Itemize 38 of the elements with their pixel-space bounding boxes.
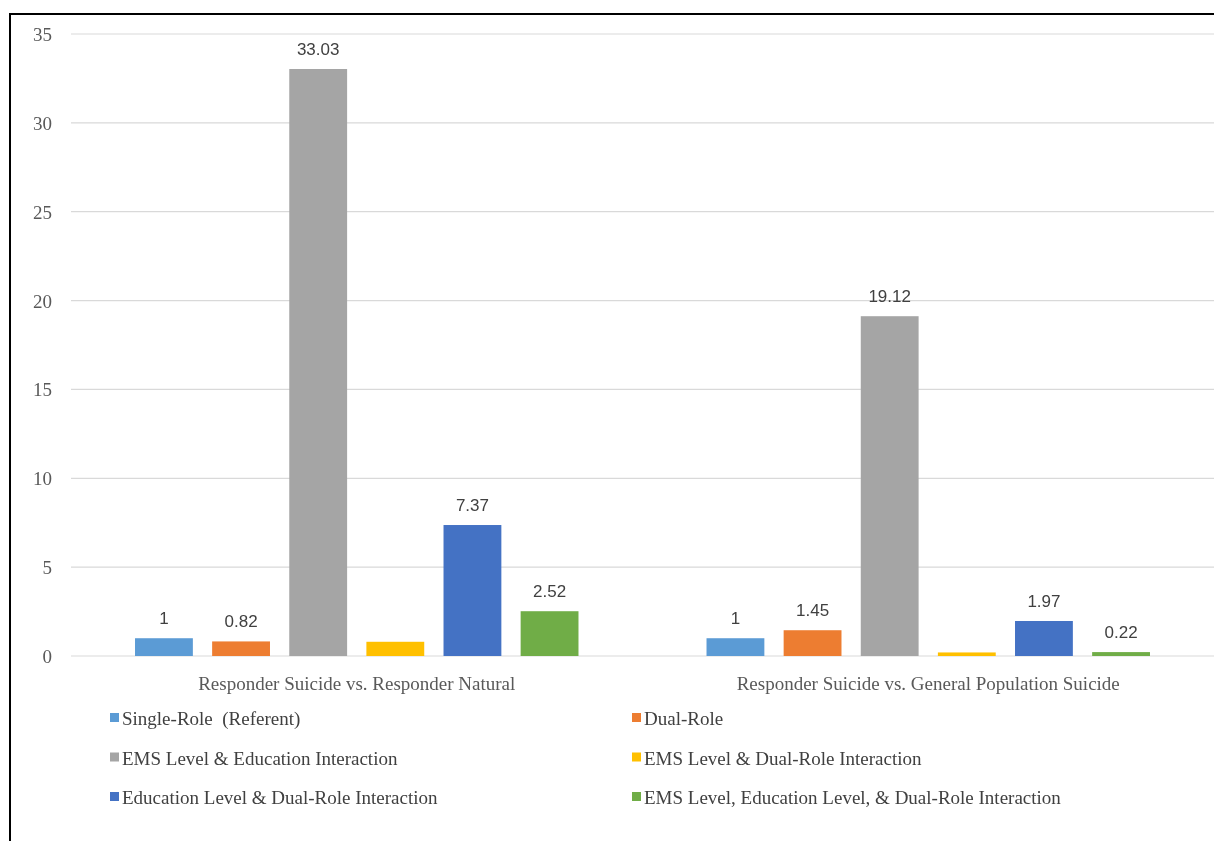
y-tick-label: 5 xyxy=(42,556,52,578)
bar xyxy=(1015,620,1073,656)
data-label: 1 xyxy=(730,609,741,629)
legend-label: EMS Level & Dual-Role Interaction xyxy=(644,747,923,768)
data-label: 19.12 xyxy=(868,287,911,307)
legend-label: EMS Level & Education Interaction xyxy=(122,747,398,768)
bar xyxy=(135,638,193,656)
y-tick-label: 0 xyxy=(42,645,52,667)
data-label: 0.82 xyxy=(224,612,258,632)
bar xyxy=(783,630,842,656)
x-tick-label: Responder Suicide vs. General Population Suicide xyxy=(736,672,1120,694)
bar xyxy=(212,641,270,656)
legend-label: Single-Role (Referent) xyxy=(122,707,301,730)
data-label: 7.37 xyxy=(455,496,489,516)
data-label: 1.97 xyxy=(1027,591,1061,611)
legend-label: Dual-Role xyxy=(644,707,724,729)
bar xyxy=(937,652,996,656)
y-tick-label: 15 xyxy=(33,378,52,400)
legend-label: Education Level & Dual-Role Interaction xyxy=(122,786,438,808)
y-tick-label: 25 xyxy=(33,201,52,223)
data-label: 0.22 xyxy=(1104,623,1138,643)
bar xyxy=(520,611,579,656)
y-tick-label: 10 xyxy=(33,467,52,489)
bar xyxy=(1092,652,1150,656)
data-label: 2.52 xyxy=(533,582,567,602)
legend-label: EMS Level, Education Level, & Dual-Role Interaction xyxy=(644,786,1062,808)
bar xyxy=(366,641,425,656)
y-tick-label: 35 xyxy=(33,23,52,45)
bar xyxy=(443,525,502,656)
bar xyxy=(860,316,919,656)
data-label: 33.03 xyxy=(296,40,340,60)
bar xyxy=(289,69,348,656)
data-label: 1 xyxy=(159,609,169,629)
x-tick-label: Responder Suicide vs. Responder Natural xyxy=(198,672,516,694)
y-tick-label: 20 xyxy=(33,290,52,312)
y-tick-label: 30 xyxy=(33,112,52,134)
data-label: 1.45 xyxy=(796,601,830,621)
bar xyxy=(706,638,765,656)
